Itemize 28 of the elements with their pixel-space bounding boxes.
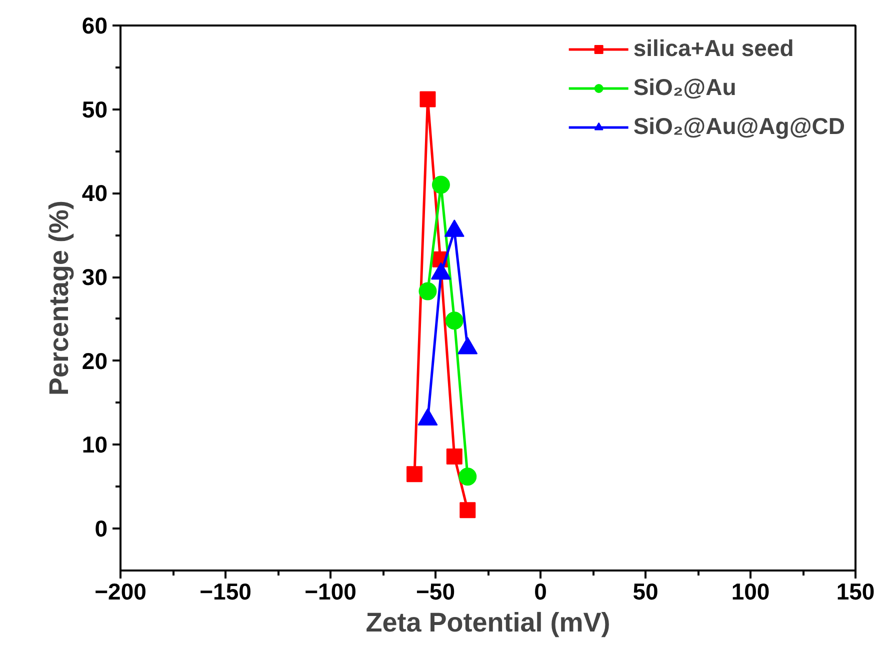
x-tick-label: 0 (534, 578, 547, 604)
x-tick-label: 100 (731, 578, 770, 604)
y-tick-label: 20 (82, 348, 108, 374)
point (445, 312, 464, 330)
y-tick-label: 50 (82, 96, 108, 122)
x-tick-label: −150 (200, 578, 252, 604)
x-tick-label: −100 (304, 578, 356, 604)
legend-label: silica+Au seed (633, 35, 794, 62)
point (420, 91, 436, 108)
y-tick-label: 30 (82, 264, 108, 290)
point (446, 448, 462, 464)
x-tick-label: 50 (632, 578, 658, 604)
y-tick-label: 0 (94, 516, 108, 542)
point (460, 502, 476, 518)
y-axis-title: Percentage (%) (44, 200, 74, 396)
legend-label: SiO₂@Au (633, 74, 736, 101)
point (458, 468, 477, 486)
point (406, 466, 422, 482)
x-axis-title: Zeta Potential (mV) (366, 608, 610, 638)
y-tick-label: 60 (82, 12, 108, 38)
x-tick-label: −200 (94, 578, 146, 604)
legend-label: SiO₂@Au@Ag@CD (633, 113, 845, 140)
point (418, 282, 437, 300)
x-tick-label: −50 (416, 578, 456, 604)
y-tick-label: 40 (82, 180, 108, 206)
y-tick-label: 10 (82, 432, 108, 458)
point (432, 176, 450, 194)
x-tick-label: 150 (836, 578, 875, 604)
